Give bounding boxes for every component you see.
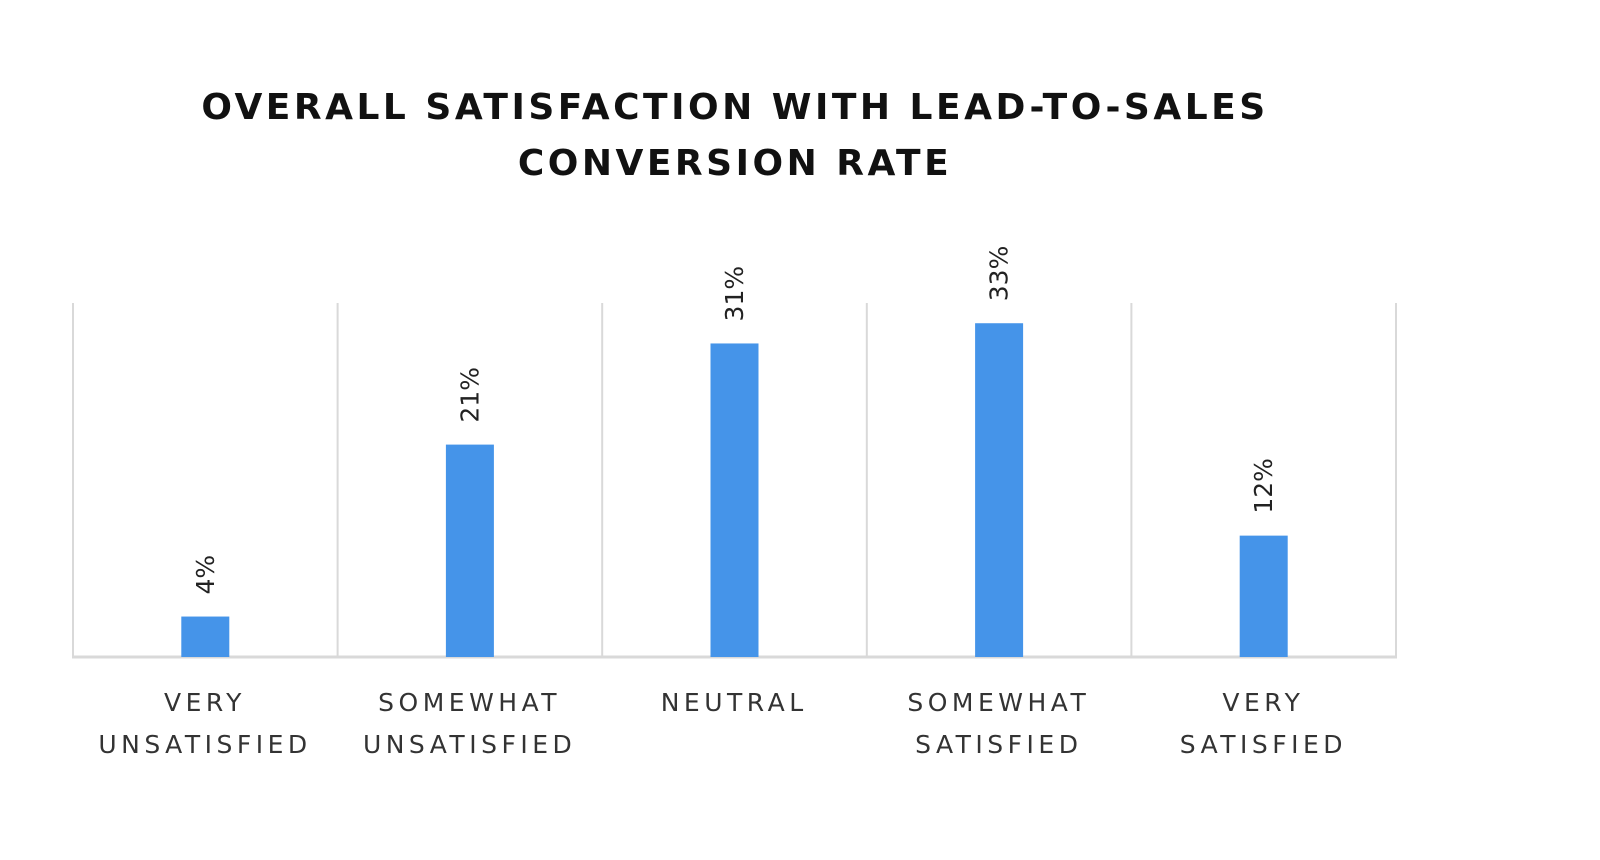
chart-title-line-1: OVERALL SATISFACTION WITH LEAD-TO-SALES <box>201 87 1269 128</box>
category-label-line: SATISFIED <box>1179 730 1348 759</box>
data-label-0: 4% <box>191 555 220 595</box>
category-label-line: VERY <box>1222 688 1305 717</box>
category-label-0: VERY UNSATISFIED <box>73 682 337 766</box>
category-label-line: UNSATISFIED <box>98 730 312 759</box>
bar-2 <box>710 343 759 657</box>
data-label-4: 12% <box>1249 458 1278 514</box>
bar-3 <box>975 323 1024 657</box>
chart-title-line-2: CONVERSION RATE <box>517 143 953 184</box>
category-label-3: SOMEWHAT SATISFIED <box>867 682 1131 766</box>
category-label-line: VERY <box>164 688 246 717</box>
category-label-line: NEUTRAL <box>660 688 808 717</box>
data-label-1: 21% <box>455 367 484 423</box>
bar-0 <box>181 616 230 657</box>
bar-4 <box>1239 535 1288 657</box>
category-label-line: SOMEWHAT <box>378 688 562 717</box>
chart-title: OVERALL SATISFACTION WITH LEAD-TO-SALES … <box>130 80 1340 192</box>
category-label-1: SOMEWHAT UNSATISFIED <box>338 682 602 766</box>
category-label-2: NEUTRAL <box>602 682 866 724</box>
category-label-line: UNSATISFIED <box>362 730 577 759</box>
category-label-line: SATISFIED <box>915 730 1083 759</box>
data-label-2: 31% <box>720 266 749 322</box>
category-label-4: VERY SATISFIED <box>1131 682 1395 766</box>
data-label-3: 33% <box>985 246 1014 302</box>
bar-1 <box>445 444 494 657</box>
category-label-line: SOMEWHAT <box>907 688 1091 717</box>
